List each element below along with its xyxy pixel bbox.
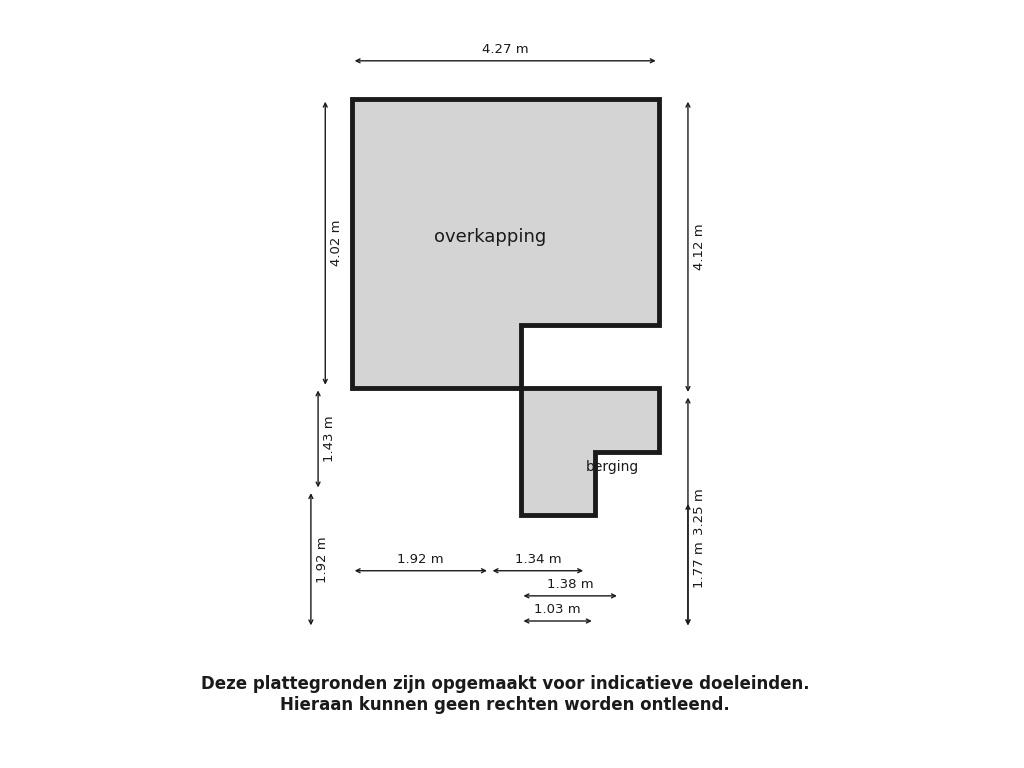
Text: 4.02 m: 4.02 m: [331, 220, 343, 266]
Text: 1.34 m: 1.34 m: [514, 553, 561, 566]
Text: 1.03 m: 1.03 m: [535, 603, 581, 616]
Text: overkapping: overkapping: [434, 228, 547, 246]
Text: 1.38 m: 1.38 m: [547, 578, 594, 591]
Text: berging: berging: [586, 459, 639, 474]
Text: 1.92 m: 1.92 m: [316, 536, 329, 583]
Text: 3.25 m: 3.25 m: [693, 488, 706, 535]
Polygon shape: [520, 388, 658, 515]
Text: 1.92 m: 1.92 m: [397, 553, 444, 566]
Text: 4.12 m: 4.12 m: [693, 223, 706, 270]
Text: 4.27 m: 4.27 m: [482, 43, 528, 56]
Text: 1.43 m: 1.43 m: [324, 415, 336, 462]
Text: Deze plattegronden zijn opgemaakt voor indicatieve doeleinden.
Hieraan kunnen ge: Deze plattegronden zijn opgemaakt voor i…: [201, 675, 809, 713]
Polygon shape: [352, 99, 658, 388]
Text: 1.77 m: 1.77 m: [693, 541, 706, 588]
